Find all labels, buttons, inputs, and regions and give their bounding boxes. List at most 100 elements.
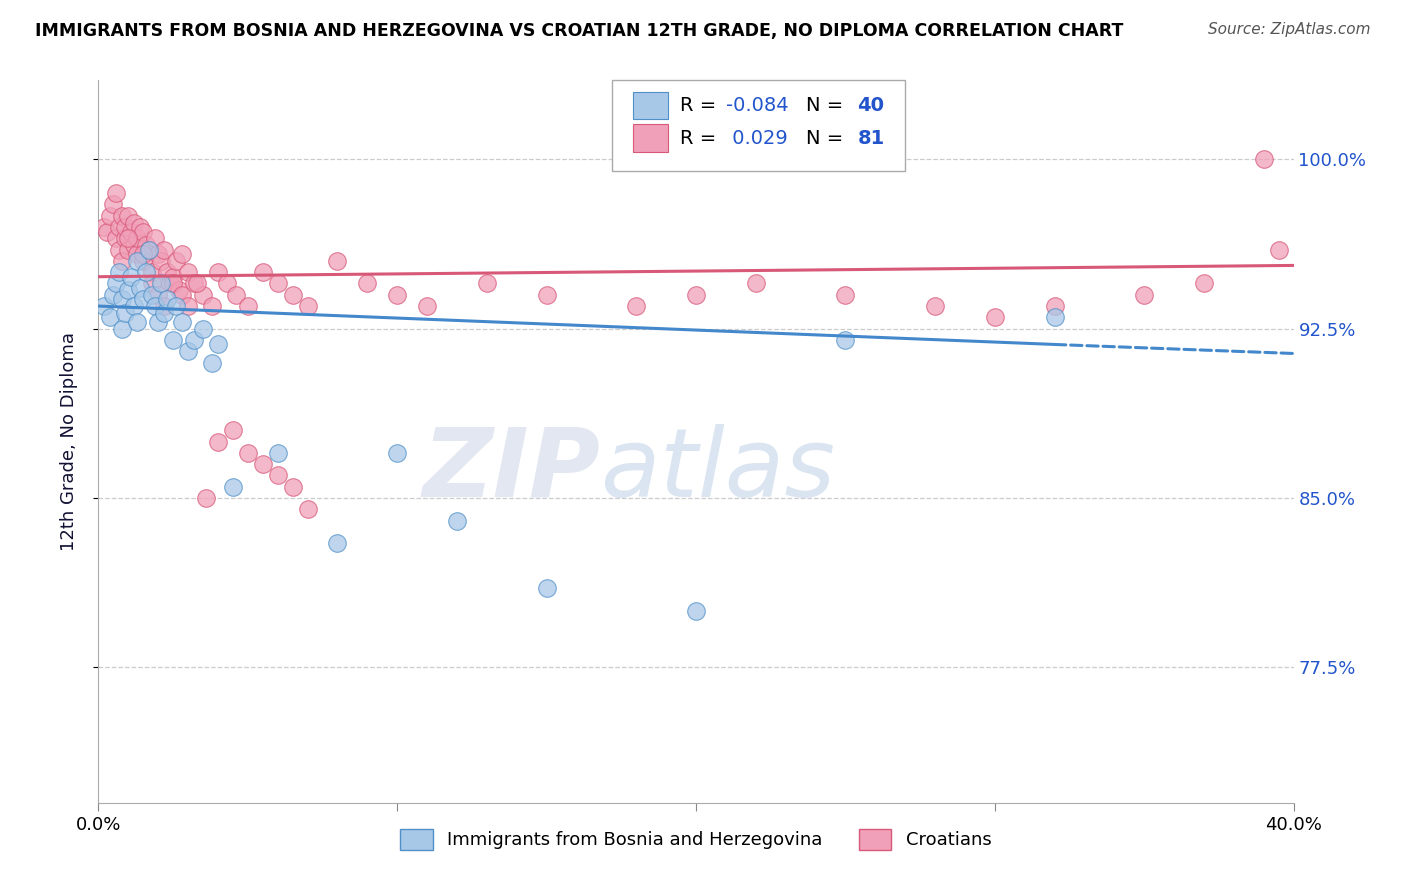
Point [148,247,170,261]
Text: ZIP: ZIP [422,424,600,517]
Point [385,446,409,460]
Point [141,277,163,291]
Point [1043,299,1066,313]
Point [127,247,149,261]
Point [150,277,173,291]
Point [93,220,115,235]
Point [148,315,170,329]
Point [135,265,157,279]
FancyBboxPatch shape [613,80,905,170]
Point [111,293,134,307]
Text: Source: ZipAtlas.com: Source: ZipAtlas.com [1208,22,1371,37]
Point [117,283,139,297]
Point [984,310,1007,325]
Point [416,299,439,313]
Point [201,299,224,313]
Point [135,238,157,252]
Point [117,209,139,223]
Point [156,293,179,307]
Point [129,281,152,295]
Point [236,446,259,460]
FancyBboxPatch shape [633,92,668,120]
Point [1133,287,1156,301]
Point [156,265,179,279]
Point [207,265,229,279]
Point [124,215,146,229]
Point [326,536,349,550]
Point [252,265,274,279]
Point [153,299,176,313]
Y-axis label: 12th Grade, No Diploma: 12th Grade, No Diploma [59,332,77,551]
Point [111,253,134,268]
Point [267,468,290,483]
Point [114,306,136,320]
Point [108,265,131,279]
Point [924,299,946,313]
Point [120,225,142,239]
Point [1043,310,1066,325]
Point [207,434,229,449]
Point [222,480,245,494]
Point [356,277,378,291]
Text: R =: R = [681,96,723,115]
Point [98,209,122,223]
Point [114,220,136,235]
Point [267,446,290,460]
Point [177,344,200,359]
Point [108,220,131,235]
Point [148,287,170,301]
Point [252,457,274,471]
Point [745,277,768,291]
Point [385,287,409,301]
Point [143,231,166,245]
Point [150,253,173,268]
Point [267,277,290,291]
Point [132,247,155,261]
Point [201,355,224,369]
Point [114,231,136,245]
Point [177,265,200,279]
Point [236,299,259,313]
Point [167,283,190,297]
Point [834,287,856,301]
Point [105,231,128,245]
Point [111,209,134,223]
Point [124,299,146,313]
Point [281,480,304,494]
Point [103,287,125,301]
Point [153,306,176,320]
Legend: Immigrants from Bosnia and Herzegovina, Croatians: Immigrants from Bosnia and Herzegovina, … [391,820,1001,859]
Point [172,287,194,301]
Point [103,197,125,211]
Point [297,502,319,516]
Point [834,333,856,347]
Point [96,225,118,239]
Point [98,310,122,325]
Point [1192,277,1215,291]
Point [165,253,187,268]
Point [127,253,149,268]
Point [117,243,139,257]
Point [111,321,134,335]
Point [191,287,214,301]
Point [183,277,205,291]
Point [141,287,163,301]
Point [105,186,128,201]
Point [207,337,229,351]
Point [117,231,139,245]
Point [129,220,152,235]
Text: N =: N = [806,128,849,147]
Point [536,582,558,596]
Point [475,277,498,291]
Point [281,287,304,301]
Point [127,231,149,245]
Point [162,333,184,347]
FancyBboxPatch shape [633,124,668,152]
Point [132,253,155,268]
Point [108,243,131,257]
Point [177,299,200,313]
Point [153,243,176,257]
Point [536,287,558,301]
Text: IMMIGRANTS FROM BOSNIA AND HERZEGOVINA VS CROATIAN 12TH GRADE, NO DIPLOMA CORREL: IMMIGRANTS FROM BOSNIA AND HERZEGOVINA V… [35,22,1123,40]
Point [138,243,160,257]
